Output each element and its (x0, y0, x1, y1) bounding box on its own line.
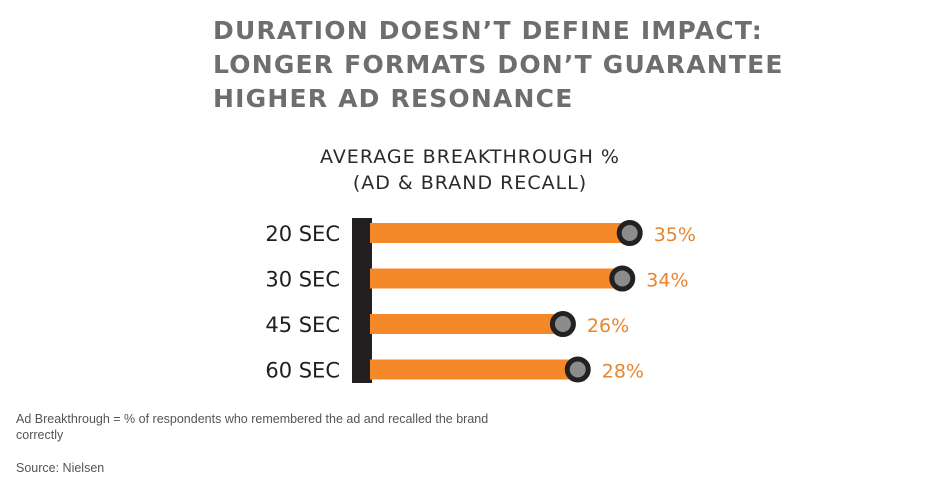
source-note: Source: Nielsen (16, 461, 105, 475)
chart-subtitle: (AD & BRAND RECALL) (352, 172, 588, 194)
bar-end-marker (616, 220, 643, 246)
value-label: 35% (654, 224, 696, 246)
category-label: 20 SEC (265, 222, 340, 246)
headline: DURATION DOESN’T DEFINE IMPACT: LONGER F… (213, 14, 784, 116)
headline-line-3: HIGHER AD RESONANCE (213, 84, 574, 113)
bar-60-sec (370, 359, 578, 380)
value-label: 26% (587, 315, 629, 337)
axis-baseline (352, 218, 372, 383)
chart-title: AVERAGE BREAKTHROUGH % (320, 146, 620, 168)
category-label: 45 SEC (265, 313, 340, 337)
bar-45-sec (370, 314, 563, 334)
bar-end-marker (549, 311, 576, 337)
category-label: 30 SEC (265, 268, 340, 292)
category-label: 60 SEC (265, 359, 340, 383)
bar-30-sec (370, 268, 623, 289)
headline-line-1: DURATION DOESN’T DEFINE IMPACT: (213, 16, 763, 45)
bar-end-marker (564, 356, 591, 383)
headline-line-2: LONGER FORMATS DON’T GUARANTEE (213, 50, 784, 79)
bar-20-sec (370, 223, 630, 243)
footnote: Ad Breakthrough = % of respondents who r… (16, 412, 489, 442)
value-label: 34% (646, 270, 688, 292)
bar-end-marker (609, 265, 636, 292)
value-label: 28% (602, 361, 644, 383)
